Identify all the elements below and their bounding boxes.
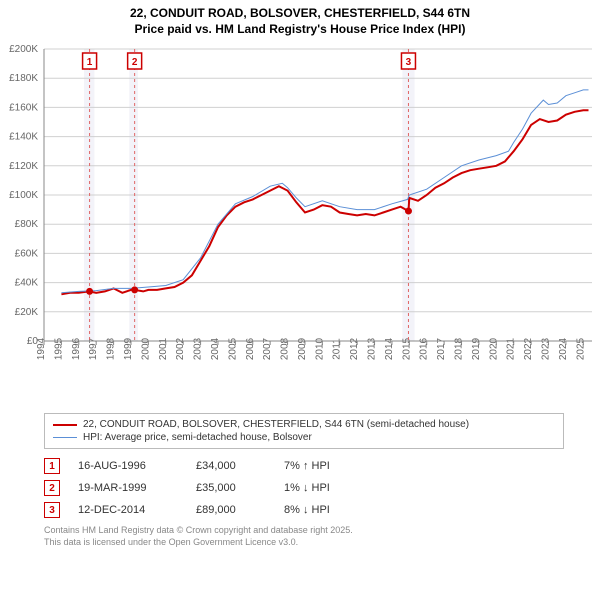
legend-row: HPI: Average price, semi-detached house,…: [53, 431, 555, 444]
footer-line-1: Contains HM Land Registry data © Crown c…: [44, 525, 564, 537]
y-tick-label: £20K: [15, 307, 39, 318]
event-row-date: 19-MAR-1999: [78, 482, 178, 494]
legend: 22, CONDUIT ROAD, BOLSOVER, CHESTERFIELD…: [44, 413, 564, 449]
event-row-price: £34,000: [196, 460, 266, 472]
event-dot: [405, 208, 412, 215]
legend-row: 22, CONDUIT ROAD, BOLSOVER, CHESTERFIELD…: [53, 418, 555, 431]
event-row-number: 1: [44, 458, 60, 474]
footer-line-2: This data is licensed under the Open Gov…: [44, 537, 564, 549]
legend-label: HPI: Average price, semi-detached house,…: [83, 432, 312, 443]
event-row-delta: 1% ↓ HPI: [284, 482, 374, 494]
event-row-number: 3: [44, 502, 60, 518]
title-line-1: 22, CONDUIT ROAD, BOLSOVER, CHESTERFIELD…: [0, 6, 600, 22]
event-row-price: £35,000: [196, 482, 266, 494]
footer: Contains HM Land Registry data © Crown c…: [44, 525, 564, 548]
event-row-delta: 7% ↑ HPI: [284, 460, 374, 472]
y-tick-label: £120K: [9, 161, 38, 172]
event-row-date: 12-DEC-2014: [78, 504, 178, 516]
y-tick-label: £140K: [9, 132, 38, 143]
event-row-date: 16-AUG-1996: [78, 460, 178, 472]
y-tick-label: £80K: [15, 219, 39, 230]
chart-svg: £0£20K£40K£60K£80K£100K£120K£140K£160K£1…: [0, 39, 600, 409]
chart-area: £0£20K£40K£60K£80K£100K£120K£140K£160K£1…: [0, 39, 600, 409]
event-row-delta: 8% ↓ HPI: [284, 504, 374, 516]
y-tick-label: £40K: [15, 278, 39, 289]
event-row-price: £89,000: [196, 504, 266, 516]
event-row: 3 12-DEC-2014 £89,000 8% ↓ HPI: [44, 499, 564, 521]
y-tick-label: £60K: [15, 249, 39, 260]
title-line-2: Price paid vs. HM Land Registry's House …: [0, 22, 600, 38]
event-row-number: 2: [44, 480, 60, 496]
y-tick-label: £180K: [9, 73, 38, 84]
y-tick-label: £160K: [9, 103, 38, 114]
y-tick-label: £200K: [9, 44, 38, 55]
event-marker-number: 2: [132, 57, 138, 68]
event-dot: [131, 287, 138, 294]
legend-swatch: [53, 424, 77, 426]
legend-label: 22, CONDUIT ROAD, BOLSOVER, CHESTERFIELD…: [83, 419, 469, 430]
event-marker-number: 3: [406, 57, 412, 68]
event-dot: [86, 288, 93, 295]
event-row: 1 16-AUG-1996 £34,000 7% ↑ HPI: [44, 455, 564, 477]
chart-container: 22, CONDUIT ROAD, BOLSOVER, CHESTERFIELD…: [0, 0, 600, 590]
event-marker-number: 1: [87, 57, 93, 68]
events-table: 1 16-AUG-1996 £34,000 7% ↑ HPI 2 19-MAR-1999 £…: [44, 455, 564, 521]
legend-swatch: [53, 437, 77, 438]
y-tick-label: £100K: [9, 190, 38, 201]
event-row: 2 19-MAR-1999 £35,000 1% ↓ HPI: [44, 477, 564, 499]
title-block: 22, CONDUIT ROAD, BOLSOVER, CHESTERFIELD…: [0, 0, 600, 39]
